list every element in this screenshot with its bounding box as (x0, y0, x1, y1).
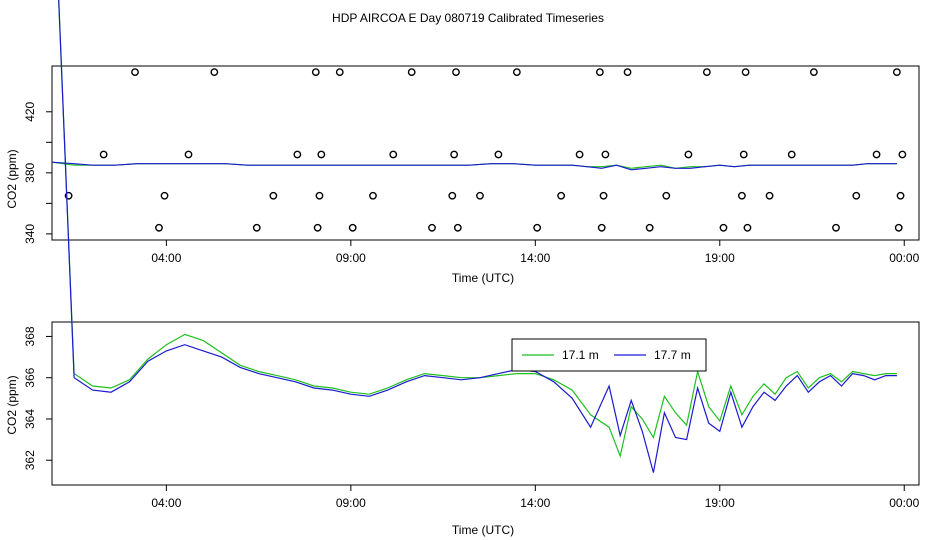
bottom-x-tick-label: 00:00 (889, 496, 919, 510)
calibration-point (597, 223, 606, 232)
bottom-y-tick-label: 366 (23, 367, 37, 387)
calibration-point (832, 223, 840, 232)
calibration-point (428, 223, 436, 232)
calibration-point (252, 223, 261, 232)
top-x-tick-label: 09:00 (336, 251, 366, 265)
calibration-point (575, 150, 584, 159)
calibration-point (210, 68, 219, 77)
calibration-point (155, 223, 163, 232)
calibration-point (896, 191, 905, 200)
calibration-point (739, 150, 748, 159)
top-y-label: CO2 (ppm) (5, 149, 19, 208)
calibration-point (892, 68, 901, 77)
calibration-point (184, 150, 193, 159)
calibration-point (809, 68, 818, 77)
calibration-point (315, 191, 324, 200)
calibration-point (765, 191, 774, 200)
bottom-x-label: Time (UTC) (452, 523, 514, 537)
calibration-point (317, 150, 326, 159)
top-x-tick-label: 14:00 (520, 251, 550, 265)
calibration-point (64, 191, 73, 200)
calibration-point (476, 191, 484, 200)
calibration-point (872, 150, 881, 159)
calibration-point (450, 150, 459, 159)
top-plot-frame (51, 65, 920, 241)
bottom-y-axis: 362 364 366 368 (23, 326, 52, 470)
calibration-point (599, 191, 608, 200)
calibration-point (311, 68, 320, 77)
calibration-point (453, 223, 462, 232)
calibration-point (738, 191, 746, 200)
top-x-axis: 04:00 09:00 14:00 19:00 00:00 (151, 240, 920, 265)
calibration-point (99, 150, 108, 159)
calibration-point (293, 150, 302, 159)
figure-title: HDP AIRCOA E Day 080719 Calibrated Times… (332, 11, 604, 25)
bottom-x-tick-label: 09:00 (336, 496, 366, 510)
bottom-x-axis: 04:00 09:00 14:00 19:00 00:00 (151, 485, 920, 510)
bottom-x-tick-label: 19:00 (705, 496, 735, 510)
legend: 17.1 m 17.7 m (511, 338, 707, 372)
calibration-point (448, 191, 457, 200)
bottom-y-tick-label: 362 (23, 450, 37, 470)
calibration-point (719, 223, 728, 232)
calibration-point (494, 150, 503, 159)
calibration-point (852, 191, 861, 200)
top-series-17-7m-line (51, 161, 897, 171)
calibration-point (741, 68, 750, 77)
bottom-x-tick-label: 04:00 (151, 496, 181, 510)
bottom-series-17-1m-line (58, 0, 897, 459)
bottom-plot-frame (51, 321, 920, 486)
top-x-label: Time (UTC) (452, 271, 514, 285)
calibration-point (407, 68, 416, 77)
calibration-point (743, 223, 752, 232)
top-panel: 04:00 09:00 14:00 19:00 00:00 340 380 420 Time… (5, 65, 920, 285)
calibration-point (348, 223, 357, 232)
top-calibration-points (64, 68, 907, 232)
calibration-point (702, 68, 711, 77)
calibration-point (389, 150, 398, 159)
calibration-point (512, 68, 521, 77)
top-x-tick-label: 04:00 (151, 251, 181, 265)
legend-label-17-7m: 17.7 m (654, 348, 691, 362)
calibration-point (452, 68, 460, 77)
calibration-point (269, 191, 278, 200)
calibration-point (369, 191, 377, 200)
calibration-point (313, 223, 322, 232)
bottom-y-tick-label: 364 (23, 409, 37, 429)
top-x-tick-label: 00:00 (889, 251, 919, 265)
top-series-lines (51, 161, 897, 171)
calibration-point (595, 68, 604, 77)
bottom-series-17-7m-line (58, 0, 897, 473)
calibration-point (131, 68, 139, 77)
bottom-y-tick-label: 368 (23, 326, 37, 346)
top-y-tick-label: 420 (23, 101, 37, 121)
calibration-point (894, 223, 903, 232)
top-y-tick-label: 340 (23, 224, 37, 244)
bottom-panel: 04:00 09:00 14:00 19:00 00:00 362 364 366 368 T… (5, 0, 920, 537)
calibration-point (557, 191, 566, 200)
bottom-x-tick-label: 14:00 (520, 496, 550, 510)
calibration-point (645, 223, 654, 232)
calibration-point (623, 68, 632, 77)
bottom-y-label: CO2 (ppm) (5, 375, 19, 434)
calibration-point (335, 68, 344, 77)
calibration-point (533, 223, 542, 232)
top-x-tick-label: 19:00 (705, 251, 735, 265)
legend-label-17-1m: 17.1 m (562, 348, 599, 362)
calibration-point (684, 150, 693, 159)
calibration-point (160, 191, 169, 200)
top-y-axis: 340 380 420 (23, 101, 52, 244)
bottom-series-lines (58, 0, 897, 473)
top-y-tick-label: 380 (23, 163, 37, 183)
calibration-point (898, 150, 907, 159)
calibration-point (662, 191, 671, 200)
calibration-point (787, 150, 796, 159)
calibration-point (601, 150, 610, 159)
